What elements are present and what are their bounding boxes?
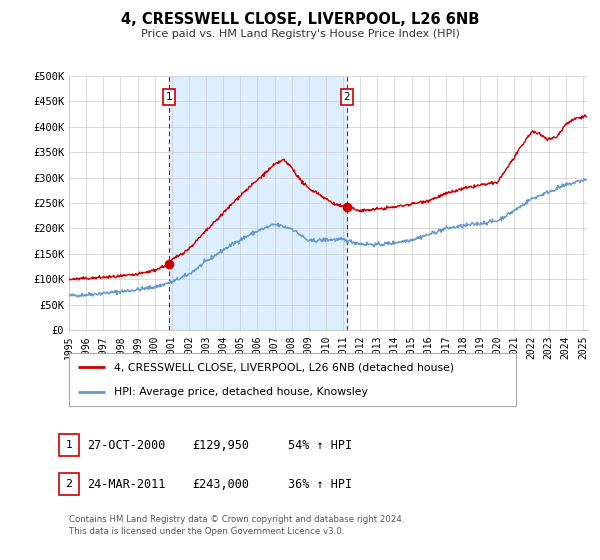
FancyBboxPatch shape: [59, 473, 79, 496]
Text: £129,950: £129,950: [192, 438, 249, 452]
Text: £243,000: £243,000: [192, 478, 249, 491]
Text: 2: 2: [65, 479, 73, 489]
Text: Price paid vs. HM Land Registry's House Price Index (HPI): Price paid vs. HM Land Registry's House …: [140, 29, 460, 39]
Text: 1: 1: [166, 92, 172, 102]
Text: 4, CRESSWELL CLOSE, LIVERPOOL, L26 6NB: 4, CRESSWELL CLOSE, LIVERPOOL, L26 6NB: [121, 12, 479, 27]
Text: 4, CRESSWELL CLOSE, LIVERPOOL, L26 6NB (detached house): 4, CRESSWELL CLOSE, LIVERPOOL, L26 6NB (…: [114, 362, 454, 372]
Text: HPI: Average price, detached house, Knowsley: HPI: Average price, detached house, Know…: [114, 386, 368, 396]
Text: 2: 2: [344, 92, 350, 102]
Text: 27-OCT-2000: 27-OCT-2000: [87, 438, 166, 452]
Text: This data is licensed under the Open Government Licence v3.0.: This data is licensed under the Open Gov…: [69, 528, 344, 536]
Text: 24-MAR-2011: 24-MAR-2011: [87, 478, 166, 491]
Text: 1: 1: [65, 440, 73, 450]
Text: 54% ↑ HPI: 54% ↑ HPI: [288, 438, 352, 452]
Text: Contains HM Land Registry data © Crown copyright and database right 2024.: Contains HM Land Registry data © Crown c…: [69, 515, 404, 524]
Text: 36% ↑ HPI: 36% ↑ HPI: [288, 478, 352, 491]
FancyBboxPatch shape: [59, 434, 79, 456]
FancyBboxPatch shape: [69, 353, 516, 406]
Bar: [169, 76, 347, 330]
